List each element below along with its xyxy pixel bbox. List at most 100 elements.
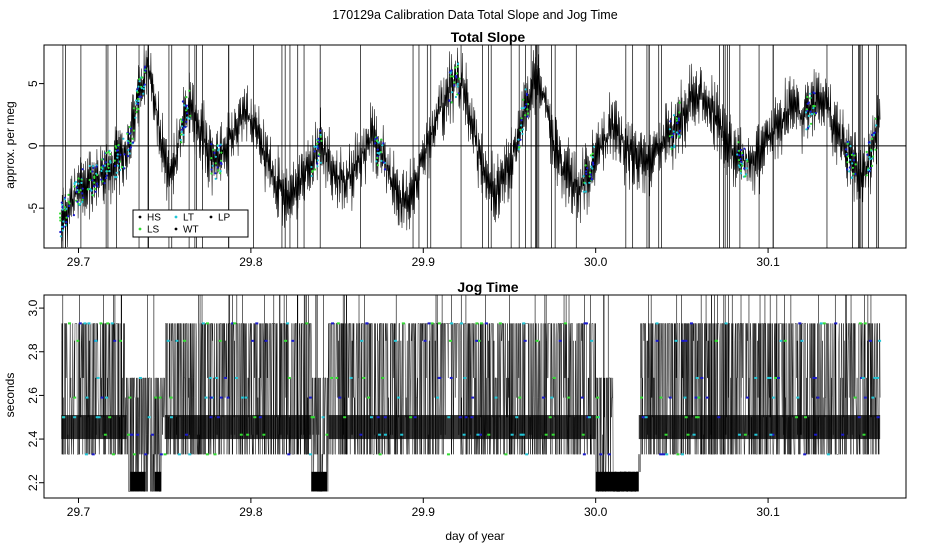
slope-calibration-point	[219, 170, 222, 173]
slope-calibration-point	[525, 92, 528, 95]
slope-calibration-point	[179, 118, 182, 121]
slope-calibration-point	[676, 122, 679, 125]
jog-calibration-point	[665, 453, 669, 456]
slope-calibration-point	[101, 167, 104, 170]
slope-calibration-point	[871, 133, 874, 136]
slope-calibration-point	[216, 166, 219, 169]
slope-calibration-point	[219, 162, 222, 165]
slope-calibration-point	[310, 174, 313, 178]
slope-series-line	[60, 45, 881, 248]
jog-calibration-point	[393, 339, 397, 342]
jog-calibration-point	[475, 322, 479, 325]
jog-calibration-point	[132, 453, 136, 456]
jog-calibration-point	[436, 396, 440, 399]
jog-calibration-point	[147, 416, 151, 419]
slope-calibration-point	[812, 91, 815, 94]
slope-calibration-point	[746, 160, 749, 163]
jog-calibration-point	[84, 453, 88, 456]
jog-calibration-point	[128, 396, 132, 399]
jog-calibration-point	[458, 416, 462, 419]
slope-calibration-point	[848, 166, 851, 169]
total-slope-panel: Total Slope approx. per meg 29.7 29.8 29.9…	[3, 29, 907, 269]
jog-calibration-point	[240, 396, 244, 399]
jog-calibration-point	[754, 433, 758, 436]
jog-calibration-point	[309, 453, 313, 456]
slope-calibration-point	[180, 130, 183, 133]
slope-calibration-point	[91, 179, 94, 182]
jog-calibration-point	[876, 416, 880, 419]
slope-calibration-point	[584, 190, 588, 193]
jog-calibration-point	[144, 453, 148, 456]
slope-calibration-point	[870, 137, 874, 140]
slope-calibration-point	[213, 151, 216, 154]
slope-calibration-point	[737, 158, 741, 162]
jog-calibration-point	[773, 376, 777, 379]
jog-calibration-point	[590, 339, 594, 342]
jog-calibration-point	[717, 416, 721, 419]
figure-title: 170129a Calibration Data Total Slope and…	[332, 8, 617, 22]
jog-low-segment	[130, 471, 146, 492]
jog-calibration-point	[871, 396, 875, 399]
slope-calibration-point	[807, 114, 810, 118]
jog-calibration-point	[359, 433, 363, 436]
slope-calibration-point	[669, 120, 672, 123]
jog-calibration-point	[659, 396, 663, 399]
slope-calibration-point	[93, 181, 96, 184]
slope-calibration-point	[64, 224, 67, 227]
slope-calibration-point	[126, 132, 129, 135]
slope-calibration-point	[210, 168, 213, 171]
jog-calibration-point	[861, 376, 865, 379]
slope-calibration-point	[107, 151, 110, 154]
total-slope-x-tick-label: 30.1	[756, 255, 780, 269]
slope-calibration-point	[520, 117, 523, 120]
jog-calibration-point	[655, 339, 659, 342]
slope-calibration-point	[137, 97, 140, 101]
slope-calibration-point	[67, 193, 70, 196]
slope-calibration-point	[805, 128, 808, 131]
slope-calibration-point	[109, 161, 112, 164]
slope-calibration-point	[128, 125, 131, 129]
jog-calibration-point	[185, 433, 189, 436]
jog-calibration-point	[853, 396, 857, 399]
jog-low-segment	[595, 471, 639, 492]
slope-calibration-point	[81, 187, 84, 190]
total-slope-title: Total Slope	[451, 29, 526, 45]
jog-calibration-point	[336, 322, 340, 325]
jog-calibration-point	[659, 453, 663, 456]
slope-calibration-point	[313, 150, 316, 153]
jog-calibration-point	[478, 433, 482, 436]
slope-calibration-point	[78, 203, 81, 207]
slope-calibration-point	[72, 214, 75, 217]
jog-calibration-point	[705, 396, 709, 399]
slope-calibration-point	[670, 147, 673, 151]
jog-calibration-point	[581, 433, 585, 436]
slope-calibration-point	[866, 153, 869, 156]
jog-calibration-point	[655, 322, 659, 325]
slope-calibration-point	[73, 185, 76, 188]
jog-calibration-point	[397, 396, 401, 399]
jog-calibration-point	[494, 396, 498, 399]
slope-calibration-point	[316, 142, 319, 145]
slope-calibration-point	[91, 170, 94, 173]
slope-calibration-point	[116, 156, 119, 159]
slope-calibration-point	[316, 165, 319, 168]
slope-calibration-point	[185, 96, 188, 99]
jog-series-line	[60, 323, 881, 492]
slope-calibration-point	[129, 142, 132, 145]
jog-calibration-point	[819, 322, 823, 325]
jog-calibration-point	[683, 396, 687, 399]
slope-calibration-point	[585, 172, 588, 175]
slope-calibration-point	[61, 229, 64, 232]
jog-calibration-point	[205, 453, 209, 456]
jog-calibration-point	[85, 396, 89, 399]
slope-calibration-point	[745, 167, 748, 170]
slope-calibration-point	[743, 147, 746, 150]
slope-calibration-point	[526, 103, 530, 106]
jog-calibration-point	[330, 376, 334, 379]
slope-calibration-point	[743, 167, 746, 170]
jog-calibration-point	[525, 453, 529, 456]
jog-calibration-point	[118, 339, 122, 342]
slope-calibration-point	[739, 157, 742, 161]
slope-calibration-point	[455, 76, 458, 79]
jog-calibration-point	[166, 339, 170, 342]
